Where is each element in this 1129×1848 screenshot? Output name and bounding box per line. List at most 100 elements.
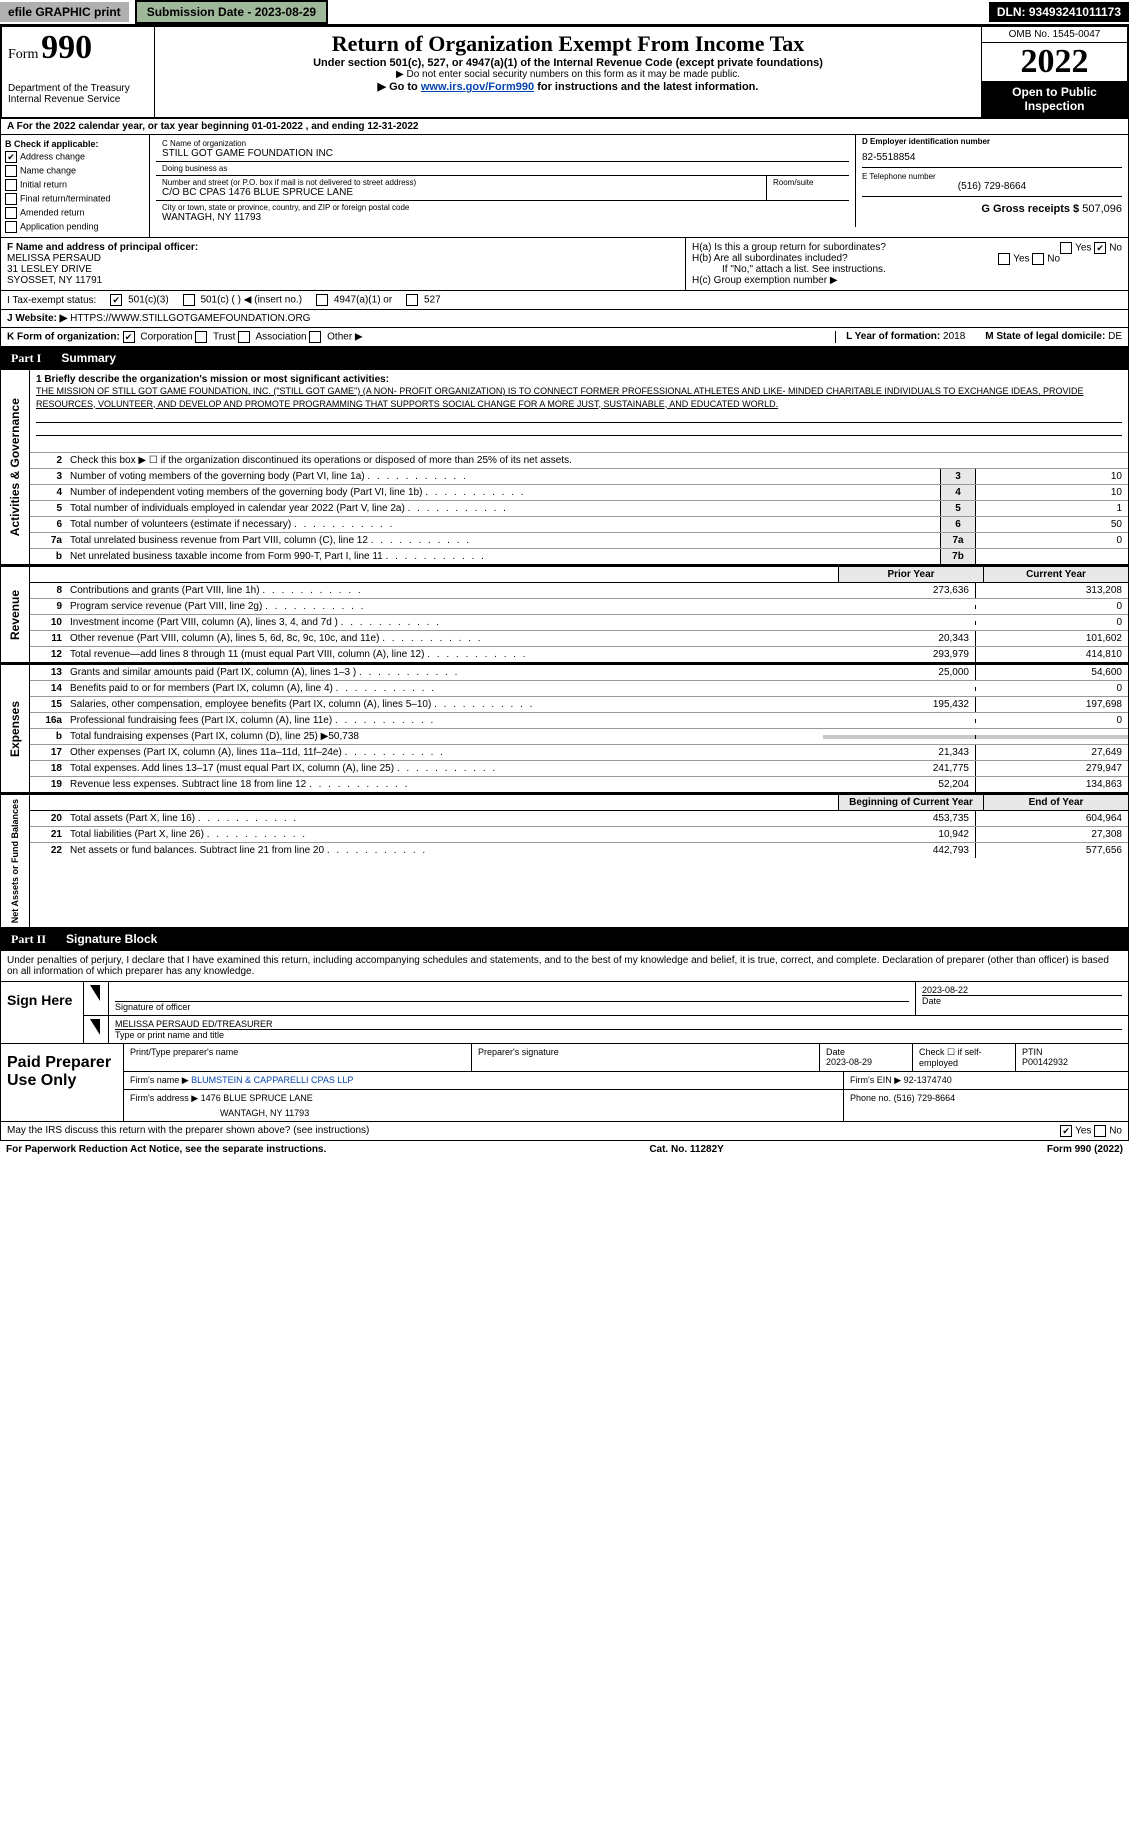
- table-row: 10 Investment income (Part VIII, column …: [30, 615, 1128, 631]
- table-row: 15 Salaries, other compensation, employe…: [30, 697, 1128, 713]
- officer-addr2: SYOSSET, NY 11791: [7, 275, 679, 286]
- section-bcde: B Check if applicable: Address change Na…: [0, 135, 1129, 238]
- paid-preparer-block: Paid Preparer Use Only Print/Type prepar…: [0, 1044, 1129, 1122]
- section-fh: F Name and address of principal officer:…: [0, 238, 1129, 291]
- city-state-zip: WANTAGH, NY 11793: [162, 212, 843, 223]
- table-row: 17 Other expenses (Part IX, column (A), …: [30, 745, 1128, 761]
- hb-yes[interactable]: [998, 253, 1010, 265]
- check-527[interactable]: [406, 294, 418, 306]
- state-domicile: DE: [1108, 331, 1122, 342]
- header-left: Form 990 Department of the Treasury Inte…: [2, 27, 155, 117]
- dln-label: DLN: 93493241011173: [989, 2, 1129, 22]
- table-row: 8 Contributions and grants (Part VIII, l…: [30, 583, 1128, 599]
- firm-ein: 92-1374740: [904, 1075, 952, 1085]
- table-row: 7a Total unrelated business revenue from…: [30, 533, 1128, 549]
- sign-here-label: Sign Here: [1, 982, 84, 1043]
- table-row: 6 Total number of volunteers (estimate i…: [30, 517, 1128, 533]
- firm-addr1: 1476 BLUE SPRUCE LANE: [201, 1093, 313, 1103]
- year-header-rev: Prior Year Current Year: [30, 567, 1128, 583]
- check-501c3[interactable]: [110, 294, 122, 306]
- firm-addr2: WANTAGH, NY 11793: [130, 1104, 837, 1118]
- mission-row: 1 Briefly describe the organization's mi…: [30, 370, 1128, 453]
- header-right: OMB No. 1545-0047 2022 Open to Public In…: [981, 27, 1127, 117]
- check-501c[interactable]: [183, 294, 195, 306]
- irs-label: Internal Revenue Service: [8, 94, 148, 105]
- preparer-date: 2023-08-29: [826, 1057, 906, 1067]
- table-row: 13 Grants and similar amounts paid (Part…: [30, 665, 1128, 681]
- tax-year: 2022: [982, 43, 1127, 81]
- org-name: STILL GOT GAME FOUNDATION INC: [162, 148, 843, 159]
- side-revenue: Revenue: [1, 567, 30, 662]
- form-footer: Form 990 (2022): [1047, 1144, 1123, 1155]
- row-j: J Website: ▶ HTTPS://WWW.STILLGOTGAMEFOU…: [0, 310, 1129, 328]
- officer-addr1: 31 LESLEY DRIVE: [7, 264, 679, 275]
- side-expenses: Expenses: [1, 665, 30, 792]
- revenue-section: Revenue Prior Year Current Year 8 Contri…: [0, 565, 1129, 663]
- sign-here-block: Sign Here Signature of officer 2023-08-2…: [0, 982, 1129, 1044]
- check-other[interactable]: [309, 331, 321, 343]
- table-row: 19 Revenue less expenses. Subtract line …: [30, 777, 1128, 792]
- check-amended[interactable]: [5, 207, 17, 219]
- hb-no[interactable]: [1032, 253, 1044, 265]
- check-name-change[interactable]: [5, 165, 17, 177]
- table-row: b Net unrelated business taxable income …: [30, 549, 1128, 564]
- check-assoc[interactable]: [238, 331, 250, 343]
- side-netassets: Net Assets or Fund Balances: [1, 795, 30, 927]
- paid-label: Paid Preparer Use Only: [1, 1044, 124, 1121]
- firm-name[interactable]: BLUMSTEIN & CAPPARELLI CPAS LLP: [191, 1075, 353, 1085]
- cat-no: Cat. No. 11282Y: [649, 1144, 723, 1155]
- gross-receipts: 507,096: [1082, 203, 1122, 215]
- table-row: 4 Number of independent voting members o…: [30, 485, 1128, 501]
- table-row: b Total fundraising expenses (Part IX, c…: [30, 729, 1128, 745]
- ha-no[interactable]: [1094, 242, 1106, 254]
- part2-header: Part II Signature Block: [0, 928, 1129, 951]
- footer-discuss: May the IRS discuss this return with the…: [0, 1122, 1129, 1141]
- irs-link[interactable]: www.irs.gov/Form990: [421, 81, 534, 93]
- table-row: 5 Total number of individuals employed i…: [30, 501, 1128, 517]
- ha-yes[interactable]: [1060, 242, 1072, 254]
- table-row: 14 Benefits paid to or for members (Part…: [30, 681, 1128, 697]
- check-trust[interactable]: [195, 331, 207, 343]
- submission-date-button[interactable]: Submission Date - 2023-08-29: [135, 0, 328, 24]
- form-subtitle1: Under section 501(c), 527, or 4947(a)(1)…: [159, 57, 977, 69]
- table-row: 12 Total revenue—add lines 8 through 11 …: [30, 647, 1128, 662]
- table-row: 16a Professional fundraising fees (Part …: [30, 713, 1128, 729]
- check-final-return[interactable]: [5, 193, 17, 205]
- check-4947[interactable]: [316, 294, 328, 306]
- efile-label: efile GRAPHIC print: [0, 2, 129, 22]
- check-address-change[interactable]: [5, 151, 17, 163]
- website: HTTPS://WWW.STILLGOTGAMEFOUNDATION.ORG: [70, 313, 310, 324]
- dept-label: Department of the Treasury: [8, 83, 148, 94]
- firm-phone: (516) 729-8664: [894, 1093, 956, 1103]
- form-header: Form 990 Department of the Treasury Inte…: [0, 25, 1129, 119]
- check-corp[interactable]: [123, 331, 135, 343]
- year-header-net: Beginning of Current Year End of Year: [30, 795, 1128, 811]
- side-governance: Activities & Governance: [1, 370, 30, 564]
- sig-date: 2023-08-22: [922, 985, 1122, 995]
- table-row: 21 Total liabilities (Part X, line 26) 1…: [30, 827, 1128, 843]
- phone: (516) 729-8664: [862, 181, 1122, 192]
- table-row: 9 Program service revenue (Part VIII, li…: [30, 599, 1128, 615]
- header-center: Return of Organization Exempt From Incom…: [155, 27, 981, 117]
- governance-section: Activities & Governance 1 Briefly descri…: [0, 370, 1129, 565]
- officer-name: MELISSA PERSAUD: [7, 253, 679, 264]
- ptin: P00142932: [1022, 1057, 1122, 1067]
- penalty-text: Under penalties of perjury, I declare th…: [0, 951, 1129, 982]
- check-app-pending[interactable]: [5, 221, 17, 233]
- row-i: I Tax-exempt status: 501(c)(3) 501(c) ( …: [0, 291, 1129, 310]
- table-row: 2Check this box ▶ ☐ if the organization …: [30, 453, 1128, 469]
- discuss-no[interactable]: [1094, 1125, 1106, 1137]
- check-initial-return[interactable]: [5, 179, 17, 191]
- form-title: Return of Organization Exempt From Incom…: [159, 31, 977, 57]
- table-row: 11 Other revenue (Part VIII, column (A),…: [30, 631, 1128, 647]
- footer-final: For Paperwork Reduction Act Notice, see …: [0, 1141, 1129, 1158]
- discuss-yes[interactable]: [1060, 1125, 1072, 1137]
- form-number: 990: [41, 29, 92, 66]
- column-c: C Name of organization STILL GOT GAME FO…: [150, 135, 1128, 237]
- table-row: 22 Net assets or fund balances. Subtract…: [30, 843, 1128, 858]
- table-row: 3 Number of voting members of the govern…: [30, 469, 1128, 485]
- street-address: C/O BC CPAS 1476 BLUE SPRUCE LANE: [162, 187, 760, 198]
- officer-name-title: MELISSA PERSAUD ED/TREASURER: [115, 1019, 1122, 1029]
- table-row: 20 Total assets (Part X, line 16) 453,73…: [30, 811, 1128, 827]
- topbar: efile GRAPHIC print Submission Date - 20…: [0, 0, 1129, 25]
